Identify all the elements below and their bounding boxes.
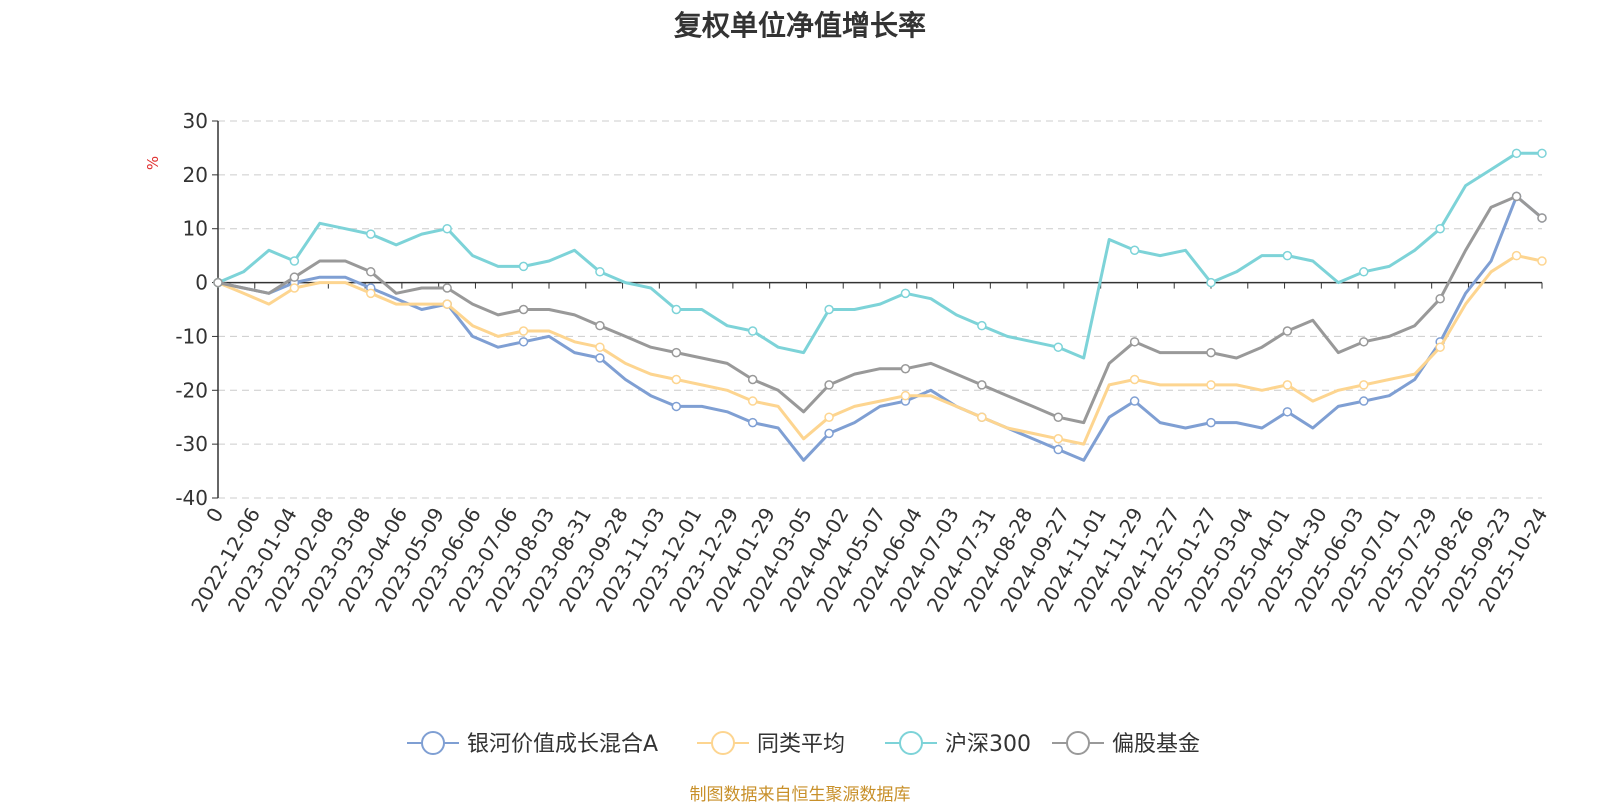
y-axis-unit: % xyxy=(144,156,162,170)
y-tick-label: 30 xyxy=(183,109,208,133)
legend-swatch-marker xyxy=(711,731,735,755)
data-point xyxy=(1359,396,1369,406)
data-point xyxy=(1053,444,1063,455)
data-point xyxy=(289,256,300,266)
data-point xyxy=(289,283,300,293)
data-point xyxy=(824,304,834,315)
chart-title: 复权单位净值增长率 xyxy=(673,9,926,42)
data-point xyxy=(1129,396,1140,406)
data-point xyxy=(1537,256,1547,266)
data-point xyxy=(1206,417,1216,428)
data-point xyxy=(1129,374,1140,385)
data-point xyxy=(1129,245,1140,256)
data-point xyxy=(213,277,223,288)
data-point xyxy=(1435,223,1445,234)
data-point xyxy=(518,326,529,336)
data-point xyxy=(977,320,987,331)
data-point xyxy=(595,353,605,363)
data-point xyxy=(1359,267,1369,277)
data-point xyxy=(1282,380,1293,390)
data-point xyxy=(1282,250,1293,261)
data-point xyxy=(1435,293,1445,304)
series-line-0 xyxy=(217,194,1543,462)
data-point xyxy=(1511,148,1522,159)
data-point xyxy=(824,380,834,390)
data-point xyxy=(824,412,834,422)
series-line-2 xyxy=(217,151,1542,360)
data-point xyxy=(1511,191,1522,202)
data-point xyxy=(747,326,758,336)
data-point xyxy=(1359,380,1369,390)
data-point xyxy=(1206,347,1216,358)
data-point xyxy=(1053,342,1063,352)
data-point xyxy=(1537,213,1547,223)
x-tick-label: 0 xyxy=(201,504,228,527)
legend-swatch-marker xyxy=(421,731,445,755)
y-tick-label: -30 xyxy=(175,432,208,456)
data-point xyxy=(442,299,452,309)
data-point xyxy=(747,374,758,385)
data-point xyxy=(1511,250,1522,261)
data-point xyxy=(977,380,987,390)
legend-swatch-marker xyxy=(1066,731,1090,755)
data-point xyxy=(1282,407,1293,417)
data-point xyxy=(366,288,376,299)
data-point xyxy=(1129,337,1140,347)
data-point xyxy=(1537,148,1547,159)
data-point xyxy=(1282,326,1293,336)
data-point xyxy=(518,337,529,347)
data-point xyxy=(1053,434,1063,444)
data-point xyxy=(1206,277,1216,288)
y-tick-label: 20 xyxy=(183,163,208,187)
legend-label: 沪深300 xyxy=(945,732,1031,757)
data-point xyxy=(442,283,452,293)
data-point xyxy=(900,390,911,401)
data-point xyxy=(824,428,834,439)
series-line-1 xyxy=(217,254,1543,446)
data-point xyxy=(747,396,758,406)
data-point xyxy=(671,401,682,412)
data-point xyxy=(366,229,376,239)
y-tick-label: -40 xyxy=(175,486,208,510)
legend-label: 偏股基金 xyxy=(1112,732,1200,757)
data-point xyxy=(900,288,911,299)
data-point xyxy=(289,272,300,282)
data-point xyxy=(442,223,452,234)
series-line-3 xyxy=(217,194,1543,425)
data-point xyxy=(595,267,605,277)
data-point xyxy=(977,412,987,422)
chart-canvas: 3020100-10-20-30-40%02022-12-062023-01-0… xyxy=(144,109,1552,757)
data-point xyxy=(671,347,682,358)
data-point xyxy=(900,363,911,374)
legend-swatch-marker xyxy=(899,731,923,755)
data-point xyxy=(747,417,758,428)
legend-label: 银河价值成长混合A xyxy=(467,732,658,757)
data-point xyxy=(1053,412,1063,422)
data-point xyxy=(1435,342,1445,352)
data-point xyxy=(671,304,682,315)
legend-label: 同类平均 xyxy=(757,732,845,757)
y-tick-label: -10 xyxy=(175,324,208,348)
y-tick-label: 10 xyxy=(183,217,208,241)
footer-source: 制图数据来自恒生聚源数据库 xyxy=(689,785,911,805)
data-point xyxy=(1359,337,1369,347)
data-point xyxy=(366,267,376,277)
data-point xyxy=(671,374,682,385)
y-tick-label: 0 xyxy=(195,271,208,295)
data-point xyxy=(595,320,605,331)
data-point xyxy=(1206,380,1216,390)
data-point xyxy=(518,304,529,315)
data-point xyxy=(518,261,529,272)
y-tick-label: -20 xyxy=(175,378,208,402)
data-point xyxy=(595,342,605,352)
